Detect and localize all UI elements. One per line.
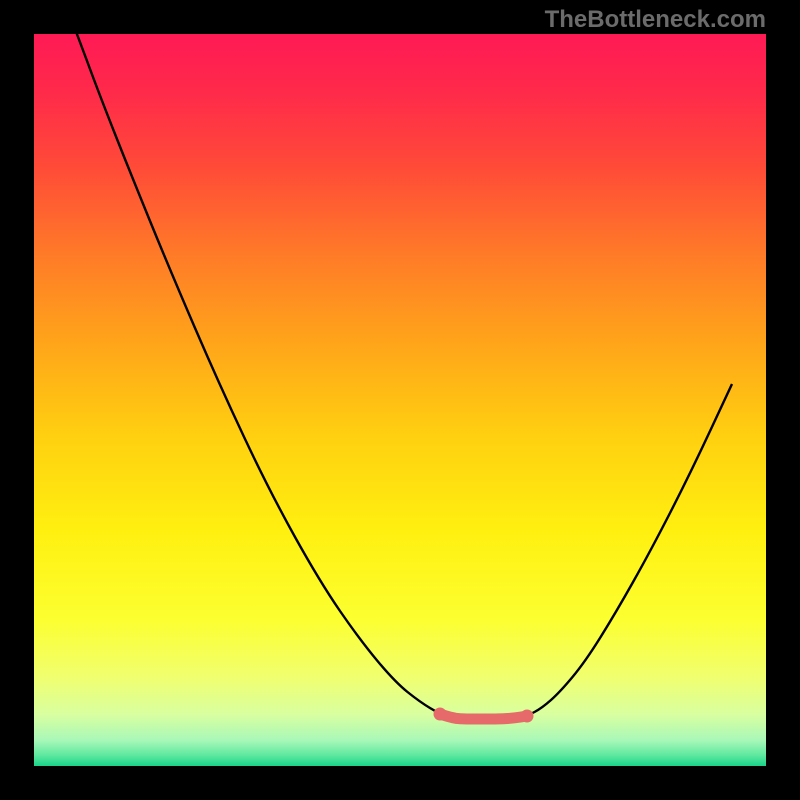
curve-layer bbox=[34, 34, 766, 766]
bottleneck-curve bbox=[64, 0, 732, 719]
highlight-endcap bbox=[521, 710, 534, 723]
highlight-endcap bbox=[434, 708, 447, 721]
bottleneck-chart bbox=[34, 34, 766, 766]
optimal-range-highlight bbox=[440, 714, 527, 719]
watermark-text: TheBottleneck.com bbox=[545, 6, 766, 34]
